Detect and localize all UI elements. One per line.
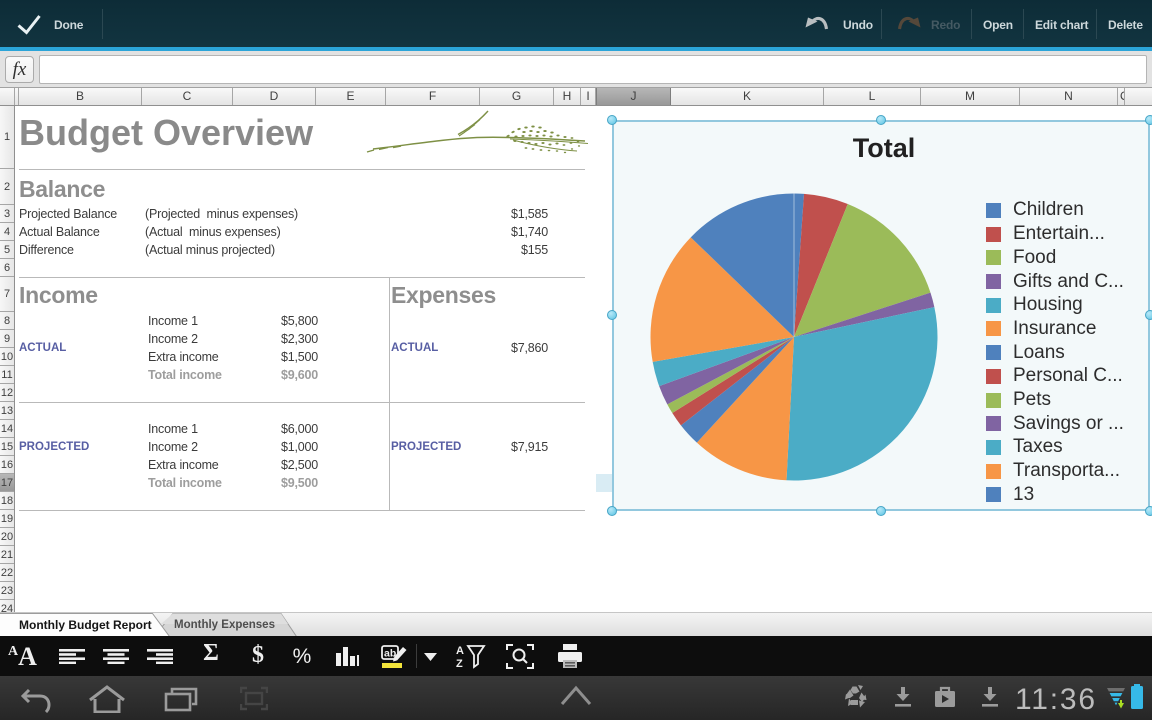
svg-text:ab: ab	[384, 648, 396, 660]
svg-text:A: A	[456, 645, 464, 657]
svg-text:Z: Z	[456, 658, 463, 669]
